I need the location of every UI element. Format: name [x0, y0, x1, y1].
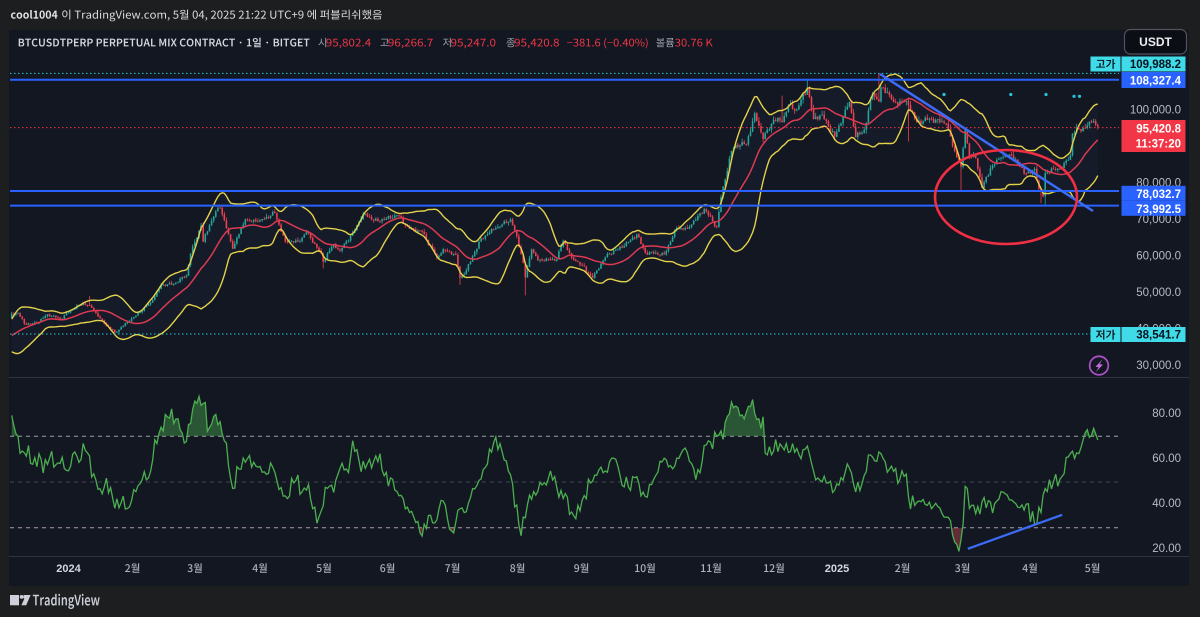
svg-text:20.00: 20.00: [1152, 543, 1181, 555]
svg-text:2025: 2025: [825, 563, 849, 575]
svg-text:73,992.5: 73,992.5: [1136, 204, 1181, 216]
svg-text:30,000.0: 30,000.0: [1136, 360, 1181, 372]
svg-text:50,000.0: 50,000.0: [1136, 287, 1181, 299]
svg-text:USDT: USDT: [1139, 35, 1172, 49]
svg-text:100,000.0: 100,000.0: [1130, 105, 1181, 117]
svg-text:38,541.7: 38,541.7: [1136, 330, 1181, 342]
svg-text:109,988.2: 109,988.2: [1130, 59, 1181, 71]
svg-text:95,420.8: 95,420.8: [1136, 124, 1181, 136]
svg-text:2024: 2024: [56, 563, 81, 575]
svg-text:80.00: 80.00: [1152, 408, 1181, 420]
svg-text:60.00: 60.00: [1152, 453, 1181, 465]
svg-text:108,327.4: 108,327.4: [1130, 75, 1182, 87]
svg-text:40.00: 40.00: [1152, 498, 1181, 510]
svg-text:70,000.0: 70,000.0: [1136, 214, 1181, 226]
svg-text:11:37:20: 11:37:20: [1136, 139, 1181, 151]
svg-text:78,032.7: 78,032.7: [1136, 189, 1181, 201]
svg-text:60,000.0: 60,000.0: [1136, 250, 1181, 262]
